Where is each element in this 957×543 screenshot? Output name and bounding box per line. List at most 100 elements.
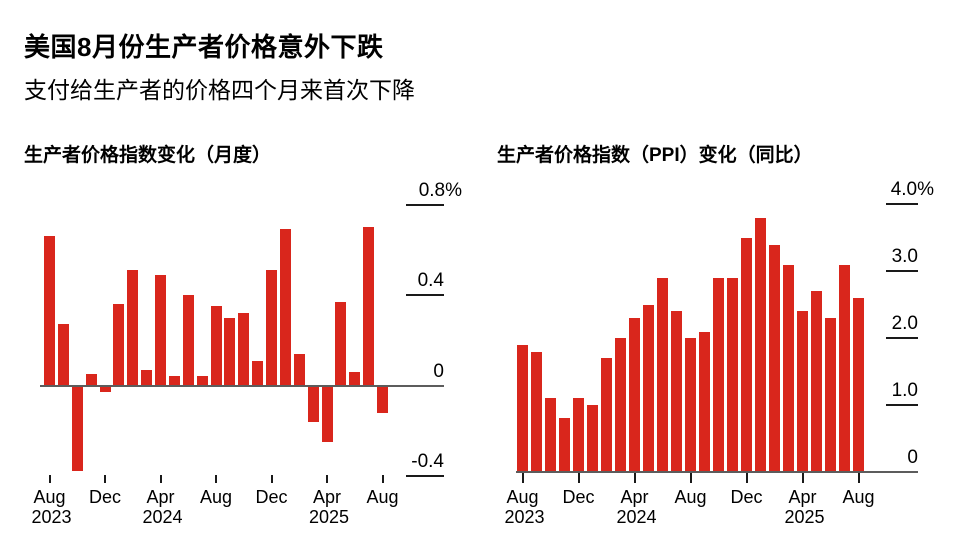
bar-dec-2023 [573, 398, 584, 472]
x-axis-year-label: 2023 [504, 507, 545, 527]
y-axis-label: 3.0 [891, 246, 918, 268]
x-axis-month-label: Dec [255, 487, 288, 507]
bar-nov-2023 [85, 374, 97, 386]
x-axis-month-label: Apr [620, 487, 649, 507]
x-axis-tick [270, 475, 273, 483]
x-axis-tick [577, 473, 580, 483]
bar-mar-2024 [615, 338, 626, 472]
bar-jan-2024 [113, 304, 125, 386]
y-axis-tick [886, 337, 918, 340]
bar-mar-2025 [307, 385, 319, 422]
bar-jul-2025 [363, 227, 375, 386]
bar-may-2025 [811, 291, 822, 472]
bar-jan-2024 [587, 405, 598, 472]
x-axis-month-label: Dec [88, 487, 122, 507]
x-axis-month-label: Aug [842, 487, 875, 507]
page-subtitle: 支付给生产者的价格四个月来首次下降 [24, 77, 415, 103]
x-axis-month-label: Dec [562, 487, 595, 507]
y-axis-label: -0.4 [411, 451, 444, 472]
zero-baseline [516, 471, 918, 473]
bar-jun-2025 [349, 371, 361, 386]
x-axis-month-label: Aug [33, 487, 66, 507]
bar-aug-2024 [210, 306, 222, 386]
bar-aug-2025 [853, 298, 864, 472]
bar-may-2024 [168, 376, 180, 386]
bar-apr-2024 [155, 274, 166, 386]
bar-aug-2023 [517, 344, 528, 472]
bar-jul-2024 [671, 311, 682, 472]
x-axis-tick [689, 473, 692, 483]
x-axis-year-label: 2025 [784, 507, 825, 527]
x-axis-tick [215, 475, 217, 483]
bar-jun-2024 [657, 277, 668, 472]
y-axis-tick [406, 475, 444, 477]
x-axis-month-label: Aug [674, 487, 707, 507]
y-axis-tick [886, 203, 918, 206]
page-title: 美国8月份生产者价格意外下跌 [24, 32, 384, 63]
bar-sep-2023 [57, 324, 69, 386]
bar-apr-2025 [321, 385, 333, 443]
bar-jan-2025 [279, 229, 291, 386]
bar-dec-2023 [99, 385, 111, 393]
bar-nov-2024 [252, 360, 264, 386]
bar-apr-2025 [797, 311, 808, 472]
bar-jul-2024 [196, 376, 208, 386]
x-axis-tick [521, 473, 524, 483]
x-axis-tick [801, 473, 804, 483]
x-axis-month-label: Apr [312, 487, 342, 507]
y-axis-label: 1.0 [891, 380, 918, 402]
bar-jul-2025 [839, 264, 850, 472]
bar-aug-2023 [44, 236, 55, 386]
bar-may-2025 [335, 301, 347, 386]
y-axis-label: 0.4 [417, 270, 444, 291]
bar-mar-2024 [141, 369, 153, 386]
x-axis-year-label: 2025 [308, 507, 350, 527]
x-axis-year-label: 2024 [616, 507, 657, 527]
bar-feb-2024 [601, 358, 612, 472]
bar-feb-2025 [293, 353, 305, 386]
x-axis-month-label: Apr [146, 487, 175, 507]
x-axis-tick [857, 473, 860, 483]
y-axis-tick [886, 404, 918, 407]
x-axis-tick [104, 475, 106, 483]
bar-nov-2024 [727, 277, 738, 472]
bar-aug-2025 [377, 385, 388, 413]
y-axis-label: 0 [907, 447, 918, 468]
x-axis-month-label: Apr [788, 487, 817, 507]
bar-dec-2024 [741, 237, 752, 472]
bar-nov-2023 [559, 418, 570, 472]
y-axis-tick [406, 294, 444, 296]
bar-dec-2024 [266, 270, 277, 386]
bar-feb-2025 [769, 244, 780, 472]
x-axis-month-label: Aug [199, 487, 233, 507]
x-axis-tick [381, 475, 384, 483]
bar-feb-2024 [127, 270, 139, 386]
x-axis-tick [48, 475, 51, 483]
y-axis-tick [886, 270, 918, 273]
bar-jun-2024 [182, 295, 194, 386]
bar-jun-2025 [825, 318, 836, 472]
y-axis-label: 0 [433, 360, 444, 382]
bar-oct-2024 [238, 313, 250, 386]
x-axis-year-label: 2023 [31, 507, 72, 527]
y-axis-label: 4.0% [890, 179, 934, 201]
bar-oct-2024 [713, 277, 724, 472]
x-axis-tick [159, 475, 162, 483]
x-axis-tick [633, 473, 636, 483]
bar-sep-2023 [531, 351, 542, 472]
zero-baseline [40, 384, 444, 387]
bar-mar-2025 [783, 264, 794, 472]
x-axis-year-label: 2024 [142, 507, 183, 527]
bar-sep-2024 [699, 331, 710, 472]
chart-monthly-title: 生产者价格指数变化（月度） [24, 144, 272, 166]
x-axis-month-label: Dec [730, 487, 763, 507]
x-axis-tick [745, 473, 748, 483]
bar-jan-2025 [755, 217, 766, 472]
y-axis-label: 2.0 [891, 313, 918, 335]
bar-oct-2023 [71, 385, 83, 472]
bar-sep-2024 [224, 317, 236, 386]
y-axis-tick [406, 203, 444, 206]
